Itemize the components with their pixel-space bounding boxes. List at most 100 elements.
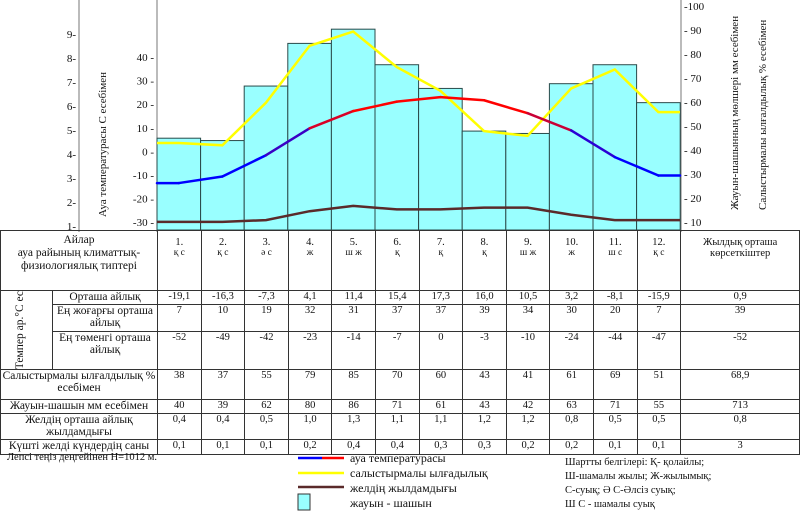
table-value-cell: 70 xyxy=(374,369,420,401)
table-value-cell: 71 xyxy=(592,399,638,415)
annual-value-cell: 0,8 xyxy=(680,413,800,441)
row-label: Салыстырмалы ылғалдылық % есебімен xyxy=(0,369,158,401)
precip-bar xyxy=(243,85,289,231)
table-value-cell: 0,2 xyxy=(505,439,551,456)
table-value-cell: -19,1 xyxy=(157,289,202,306)
table-value-cell: 16,0 xyxy=(462,289,507,306)
table-value-cell: 34 xyxy=(505,304,551,333)
wind-axis-tick: 3- xyxy=(67,173,77,185)
row-label: Жауын-шашын мм есебімен xyxy=(0,399,158,415)
annual-header-cell: Жылдық орташа көрсеткіштер xyxy=(680,230,800,291)
right-axis-tick: - 80 xyxy=(684,49,702,61)
table-value-cell: 79 xyxy=(287,369,333,401)
table-value-cell: 42 xyxy=(505,399,551,415)
table-value-cell: 0,4 xyxy=(374,439,420,456)
annual-value-cell: 68,9 xyxy=(680,369,800,401)
table-value-cell: -47 xyxy=(636,331,682,371)
precip-bar xyxy=(461,130,507,231)
month-type: қ с xyxy=(217,248,229,258)
table-value-cell: 0,2 xyxy=(287,439,333,456)
wind-axis-tick: 2- xyxy=(67,197,77,209)
table-value-cell: -42 xyxy=(244,331,289,371)
month-number: 1. xyxy=(175,237,184,248)
legend-humidity: салыстырмалы ылғадылық xyxy=(350,466,488,480)
table-value-cell: 0,8 xyxy=(549,413,594,441)
month-header-cell: 2. қ с xyxy=(200,230,246,291)
table-value-cell: 0,5 xyxy=(244,413,289,441)
row-label: Ең төменгі орташа айлық xyxy=(52,331,158,371)
legend-wind: желдің жылдамдығы xyxy=(350,481,457,495)
temp-axis-tick: -20 - xyxy=(133,194,154,206)
table-value-cell: 32 xyxy=(287,304,333,333)
wind-axis-tick: 5- xyxy=(67,125,77,137)
table-value-cell: 69 xyxy=(592,369,638,401)
note-line: С-суық; Ә С-Әлсіз суық; xyxy=(565,485,676,496)
temp-axis-tick: 40 - xyxy=(137,52,155,64)
temperature-line-segment xyxy=(482,98,529,115)
precip-bar xyxy=(636,102,681,231)
month-header-cell: 11. ш с xyxy=(592,230,638,291)
month-header-cell: 6. қ xyxy=(374,230,420,291)
table-value-cell: 0,5 xyxy=(592,413,638,441)
row-label: Күшті желді күндердің саны xyxy=(0,439,158,456)
table-value-cell: 0,1 xyxy=(200,439,246,456)
month-type: ә с xyxy=(261,248,272,258)
table-value-cell: 1,0 xyxy=(287,413,333,441)
wind-line xyxy=(157,204,680,224)
temperature-line-segment xyxy=(264,127,311,157)
table-value-cell: 20 xyxy=(592,304,638,333)
table-value-cell: -7 xyxy=(374,331,420,371)
table-value-cell: 10 xyxy=(200,304,246,333)
header-label-line: физиологиялық типтері xyxy=(21,260,137,272)
right-axis-tick: - 60 xyxy=(684,97,702,109)
temp-axis-tick: 0 - xyxy=(142,146,154,158)
table-value-cell: 37 xyxy=(374,304,420,333)
table-value-cell: 37 xyxy=(200,369,246,401)
legend-precip: жауын - шашын xyxy=(350,496,432,510)
precip-bar xyxy=(200,140,245,231)
annual-value-cell: 39 xyxy=(680,304,800,333)
table-value-cell: 39 xyxy=(200,399,246,415)
table-value-cell: 63 xyxy=(549,399,594,415)
table-value-cell: 60 xyxy=(418,369,464,401)
precip-bar xyxy=(374,64,420,231)
month-type: қ xyxy=(482,248,487,258)
note-line: Ш С - шамалы суық xyxy=(565,499,655,510)
right-axis-tick: - 90 xyxy=(684,25,702,37)
note-line: Шартты белгілері: Қ- қолайлы; xyxy=(565,457,705,468)
table-value-cell: -7,3 xyxy=(244,289,289,306)
temperature-line-segment xyxy=(395,95,442,103)
wind-axis-tick: 1- xyxy=(67,221,77,232)
table-value-cell: 55 xyxy=(244,369,289,401)
month-number: 9. xyxy=(524,237,532,248)
temperature-line-segment xyxy=(308,109,355,130)
wind-axis-tick: 6- xyxy=(67,101,77,113)
right-axis-tick: - 10 xyxy=(684,217,702,229)
month-number: 3. xyxy=(262,237,271,248)
humidity-line xyxy=(157,30,680,147)
table-value-cell: 4,1 xyxy=(287,289,333,306)
precip-bar xyxy=(330,28,376,231)
annual-value-cell: -52 xyxy=(680,331,800,371)
table-value-cell: 71 xyxy=(374,399,420,415)
table-value-cell: 39 xyxy=(462,304,507,333)
month-number: 6. xyxy=(393,237,402,248)
month-number: 10. xyxy=(565,237,579,248)
month-type: ш ж xyxy=(345,248,362,258)
month-number: 8. xyxy=(480,237,489,248)
climate-chart: 1- 2- 3- 4- 5- 6- 7- 8- 9- 40 - 30 - 20 - 10 - 0 - -10… xyxy=(67,0,769,232)
precip-bar xyxy=(505,132,550,231)
table-value-cell: 0,1 xyxy=(244,439,289,456)
month-number: 12. xyxy=(652,237,666,248)
temp-axis-tick: -30 - xyxy=(133,217,154,229)
table-value-cell: 43 xyxy=(462,399,507,415)
table-value-cell: 15,4 xyxy=(374,289,420,306)
table-value-cell: -14 xyxy=(331,331,376,371)
temp-axis-tick: 10 - xyxy=(137,123,155,135)
temp-axis-tick: 30 - xyxy=(137,76,155,88)
annual-value-cell: 0,9 xyxy=(680,289,800,306)
table-value-cell: 7 xyxy=(636,304,682,333)
right-axis-tick: - 30 xyxy=(684,169,702,181)
table-value-cell: 30 xyxy=(549,304,594,333)
right-axis-tick: -100 xyxy=(684,1,705,13)
